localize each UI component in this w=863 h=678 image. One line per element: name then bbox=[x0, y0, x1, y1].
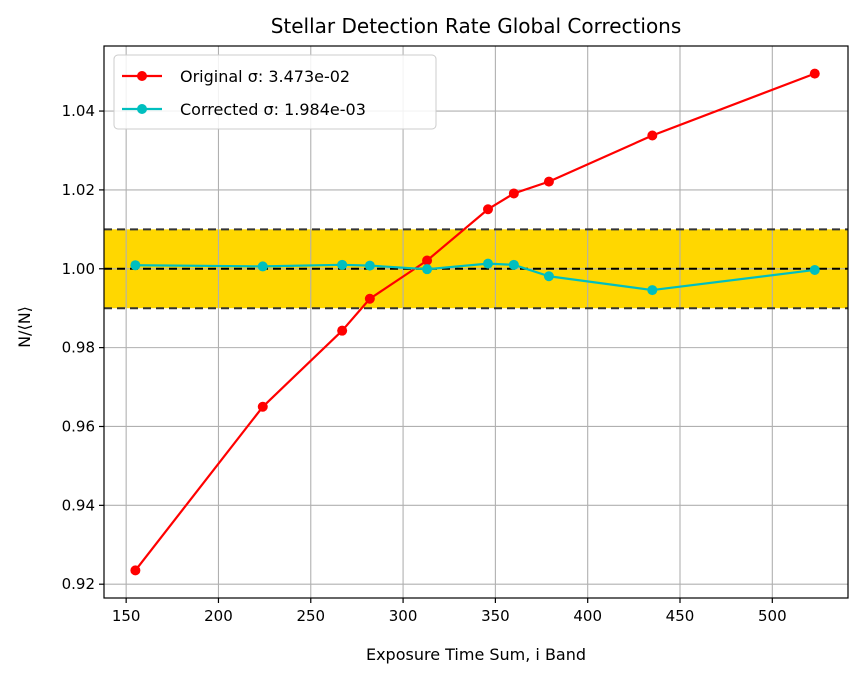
series-0-point-2 bbox=[337, 325, 348, 336]
series-0-point-0 bbox=[130, 565, 141, 576]
x-tick-label-5: 400 bbox=[573, 607, 602, 625]
series-layer bbox=[130, 68, 820, 576]
series-1-point-8 bbox=[647, 285, 658, 296]
series-0-point-4 bbox=[422, 255, 433, 266]
x-tick-label-4: 350 bbox=[481, 607, 510, 625]
x-tick-label-2: 250 bbox=[296, 607, 325, 625]
y-tick-label-6: 1.04 bbox=[62, 102, 95, 120]
series-1-point-6 bbox=[508, 259, 519, 270]
series-0-point-5 bbox=[483, 204, 493, 215]
axes-layer: 150 200 250 300 350 400 450 500 0.92 0.94 0.96 0.98… bbox=[62, 45, 849, 625]
series-1-point-2 bbox=[337, 259, 348, 270]
x-tick-label-1: 200 bbox=[204, 607, 233, 625]
plot-frame bbox=[103, 45, 849, 599]
series-0-point-1 bbox=[257, 401, 268, 412]
series-line-1 bbox=[135, 262, 815, 292]
legend: Original σ: 3.473e-02 Corrected σ: 1.984… bbox=[113, 54, 437, 130]
legend-swatch-marker-corrected bbox=[137, 104, 147, 114]
series-0-point-9 bbox=[809, 68, 820, 79]
series-0-point-8 bbox=[647, 130, 658, 141]
x-axis-label: Exposure Time Sum, i Band bbox=[366, 645, 586, 664]
series-0-point-6 bbox=[508, 188, 519, 199]
y-axis-label: N/⟨N⟩ bbox=[15, 306, 34, 348]
x-tick-label-7: 500 bbox=[758, 607, 787, 625]
reference-lines-layer bbox=[104, 228, 848, 310]
series-1-point-4 bbox=[422, 264, 433, 275]
series-1-point-3 bbox=[364, 260, 375, 271]
x-tick-label-6: 450 bbox=[666, 607, 695, 625]
y-tick-label-3: 0.98 bbox=[62, 339, 95, 357]
series-1-point-5 bbox=[483, 258, 493, 269]
legend-label-original: Original σ: 3.473e-02 bbox=[180, 67, 350, 86]
legend-label-corrected: Corrected σ: 1.984e-03 bbox=[180, 100, 366, 119]
x-tick-label-3: 300 bbox=[389, 607, 418, 625]
series-0-point-7 bbox=[543, 176, 554, 187]
series-1-point-7 bbox=[543, 271, 554, 282]
y-tick-label-5: 1.02 bbox=[62, 181, 95, 199]
legend-swatch-marker-original bbox=[137, 71, 147, 81]
x-tick-label-0: 150 bbox=[112, 607, 141, 625]
series-1-point-0 bbox=[130, 260, 141, 271]
y-tick-label-0: 0.92 bbox=[62, 575, 95, 593]
y-tick-label-2: 0.96 bbox=[62, 417, 95, 435]
chart-title: Stellar Detection Rate Global Correction… bbox=[271, 14, 682, 38]
series-1-point-9 bbox=[809, 264, 820, 275]
y-tick-label-4: 1.00 bbox=[62, 260, 95, 278]
series-line-0 bbox=[134, 72, 816, 572]
series-1-point-1 bbox=[257, 261, 268, 272]
series-0-point-3 bbox=[364, 293, 375, 304]
y-tick-label-1: 0.94 bbox=[62, 496, 95, 514]
legend-frame bbox=[113, 54, 437, 130]
